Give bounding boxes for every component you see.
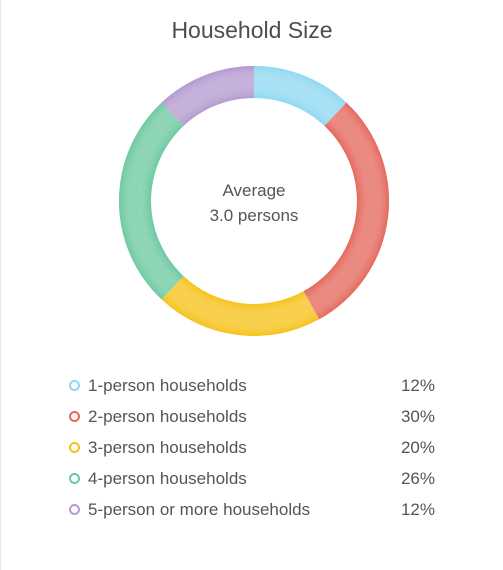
legend-label: 1-person households [88,375,247,395]
center-label-line1: Average [222,181,285,200]
legend-marker-icon [69,411,80,422]
center-label-line2: 3.0 persons [210,206,299,225]
legend-label: 3-person households [88,437,247,457]
donut-slice-shading [161,276,320,336]
donut-chart: Average 3.0 persons [118,66,389,336]
legend-marker-icon [69,504,80,515]
legend-item[interactable]: 5-person or more households 12% [69,494,435,525]
legend-value: 30% [400,406,435,426]
legend-item[interactable]: 3-person households 20% [69,432,435,463]
donut-slice-shading [254,66,347,126]
legend-label: 4-person households [88,468,247,488]
legend-label: 5-person or more households [88,499,311,519]
legend-marker-icon [69,473,80,484]
legend-value: 12% [400,375,435,395]
legend-item[interactable]: 2-person households 30% [69,401,435,432]
legend-item[interactable]: 1-person households 12% [69,370,435,401]
donut-slice-shading [118,102,184,300]
legend-value: 12% [400,499,435,519]
donut-slice-shading [303,102,389,320]
legend-value: 20% [400,437,435,457]
legend-item[interactable]: 4-person households 26% [69,463,435,494]
legend: 1-person households 12% 2-person household… [69,370,435,525]
legend-value: 26% [400,468,435,488]
chart-title: Household Size [171,17,333,43]
donut-slice-shading [161,66,254,126]
legend-label: 2-person households [88,406,247,426]
legend-marker-icon [69,380,80,391]
legend-marker-icon [69,442,80,453]
